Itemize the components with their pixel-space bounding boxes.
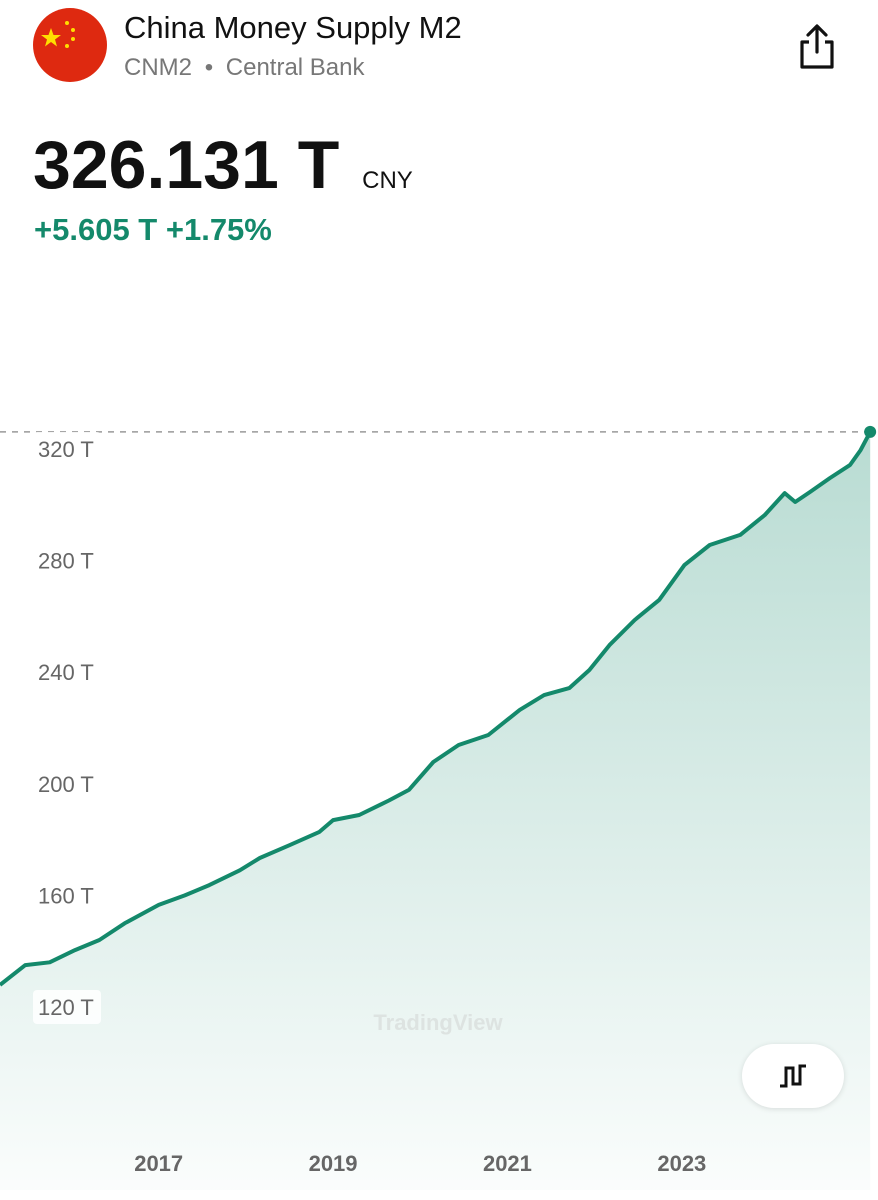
y-tick-label: 160 T xyxy=(38,883,94,908)
source: Central Bank xyxy=(225,54,365,81)
change-value: +5.605 T xyxy=(34,212,158,247)
x-tick-label: 2017 xyxy=(134,1151,183,1176)
symbol: CNM2 xyxy=(124,54,193,81)
flag-icon xyxy=(33,8,107,82)
y-tick-label-bg xyxy=(33,878,101,913)
subtitle: CNM2 • Central Bank xyxy=(124,54,365,81)
x-tick-label: 2019 xyxy=(309,1151,358,1176)
price: 326.131 T CNY xyxy=(33,126,413,204)
y-tick-label-bg xyxy=(33,766,101,801)
y-tick-label-bg xyxy=(33,989,101,1024)
watermark: TradingView xyxy=(373,1010,503,1035)
price-value: 326.131 T xyxy=(33,127,340,203)
area-fill xyxy=(0,431,871,1190)
x-tick-label: 2021 xyxy=(483,1151,532,1176)
y-tick-label-bg xyxy=(33,655,101,690)
x-tick-label: 2023 xyxy=(657,1151,706,1176)
y-tick-label: 200 T xyxy=(38,772,94,797)
change-percent: +1.75% xyxy=(165,212,272,247)
change: +5.605 T +1.75% xyxy=(34,212,272,248)
currency: CNY xyxy=(362,167,413,194)
chart-style-button[interactable] xyxy=(742,1044,844,1108)
last-point xyxy=(864,425,877,438)
y-tick-label-bg xyxy=(33,432,101,467)
y-tick-label: 320 T xyxy=(38,437,94,462)
line xyxy=(0,430,872,987)
title: China Money Supply M2 xyxy=(124,10,462,45)
share-button[interactable] xyxy=(796,24,838,70)
y-tick-label: 280 T xyxy=(38,549,94,574)
step-icon xyxy=(780,1064,806,1088)
y-tick-label: 240 T xyxy=(38,660,94,685)
y-tick-label-bg xyxy=(33,543,101,578)
y-tick-label: 120 T xyxy=(38,995,94,1020)
